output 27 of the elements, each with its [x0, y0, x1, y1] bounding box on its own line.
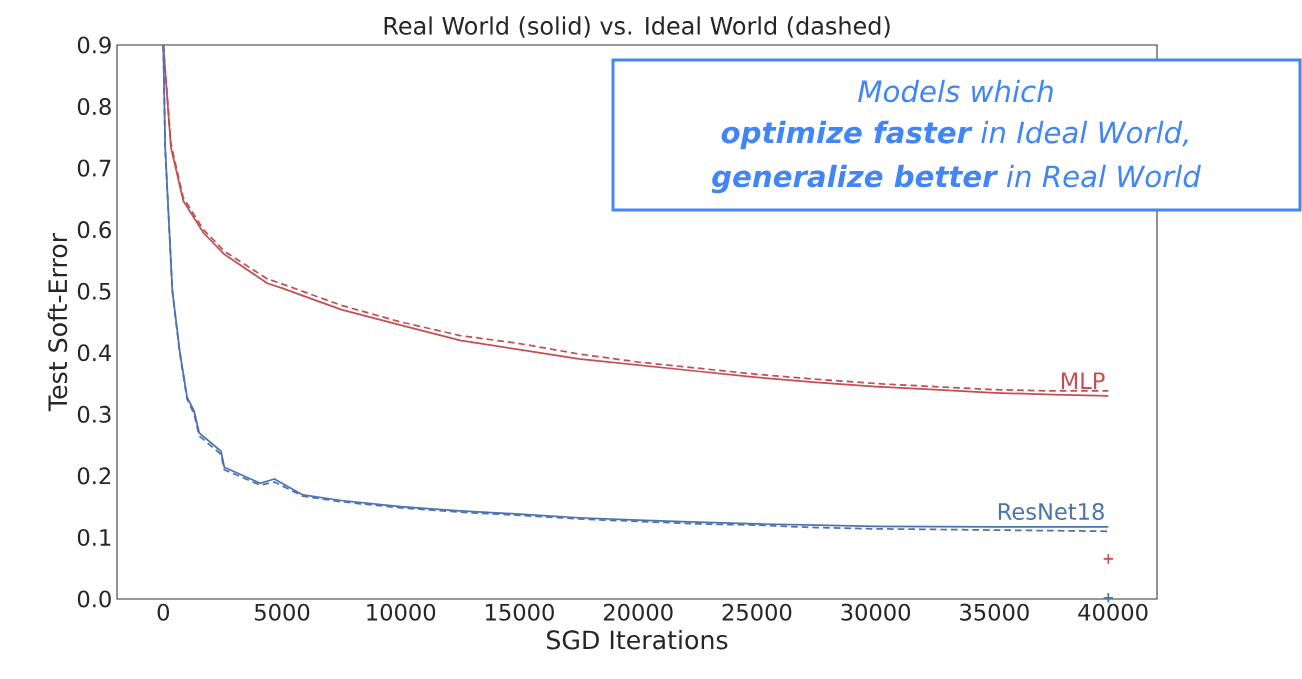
y-tick-label: 0.3	[77, 405, 111, 423]
y-tick-label: 0.0	[77, 590, 111, 608]
chart-title: Real World (solid) vs. Ideal World (dashed)	[384, 16, 890, 38]
annotation: Models which	[858, 79, 1053, 103]
x-tick-label: 40000	[1078, 603, 1148, 621]
x-tick-label: 0	[157, 603, 169, 621]
series-label: MLP	[1061, 372, 1105, 389]
x-axis-title: SGD Iterations	[547, 629, 728, 650]
y-tick-label: 0.4	[77, 344, 112, 362]
x-tick-label: 25000	[722, 603, 792, 621]
x-tick-label: 10000	[367, 603, 436, 621]
annotation: generalize better in Real World	[711, 164, 1202, 194]
y-tick-label: 0.2	[77, 467, 111, 485]
y-tick-label: 0.9	[77, 36, 111, 54]
x-tick-label: 30000	[841, 603, 911, 621]
y-tick-label: 0.6	[77, 221, 111, 239]
y-tick-label: 0.7	[77, 159, 111, 177]
x-tick-label: 15000	[486, 603, 554, 621]
y-axis-title: Test Soft-Error	[47, 232, 68, 412]
annotation: optimize faster in Ideal World,	[721, 120, 1188, 150]
y-tick-label: 0.5	[77, 282, 111, 300]
x-tick-label: 35000	[960, 603, 1029, 621]
y-tick-label: 0.8	[77, 98, 111, 116]
x-tick-label: 5000	[255, 603, 310, 621]
y-tick-label: 0.1	[77, 528, 111, 546]
series-label: ResNet18	[998, 502, 1104, 521]
x-tick-label: 20000	[603, 603, 673, 621]
